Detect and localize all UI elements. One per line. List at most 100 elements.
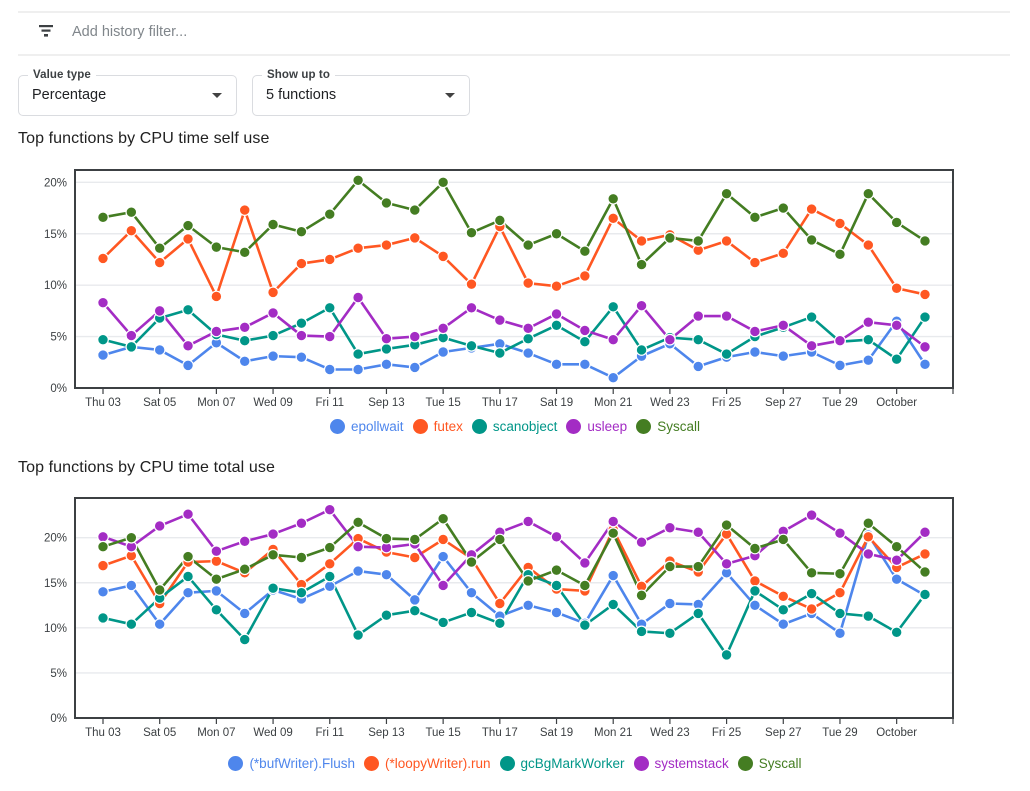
data-point[interactable] bbox=[97, 333, 109, 346]
data-point[interactable] bbox=[267, 582, 279, 595]
data-point[interactable] bbox=[97, 585, 109, 598]
data-point[interactable] bbox=[805, 311, 818, 323]
data-point[interactable] bbox=[267, 307, 279, 319]
data-point[interactable] bbox=[437, 616, 450, 629]
data-point[interactable] bbox=[97, 559, 109, 572]
data-point[interactable] bbox=[323, 301, 336, 314]
data-point[interactable] bbox=[437, 579, 450, 592]
data-point[interactable] bbox=[267, 548, 279, 561]
data-point[interactable] bbox=[182, 303, 194, 316]
data-point[interactable] bbox=[607, 598, 620, 611]
data-point[interactable] bbox=[720, 648, 733, 661]
data-point[interactable] bbox=[550, 579, 563, 592]
data-point[interactable] bbox=[238, 321, 251, 334]
data-point[interactable] bbox=[720, 519, 733, 531]
data-point[interactable] bbox=[890, 626, 903, 639]
data-point[interactable] bbox=[550, 358, 563, 371]
data-point[interactable] bbox=[805, 603, 818, 615]
data-point[interactable] bbox=[834, 527, 846, 540]
data-point[interactable] bbox=[437, 346, 450, 358]
legend-item-syscall[interactable]: Syscall bbox=[636, 418, 700, 434]
data-point[interactable] bbox=[323, 363, 336, 376]
data-point[interactable] bbox=[550, 530, 563, 543]
data-point[interactable] bbox=[465, 556, 478, 568]
data-point[interactable] bbox=[805, 339, 818, 352]
data-point[interactable] bbox=[465, 278, 478, 291]
data-point[interactable] bbox=[919, 340, 931, 353]
data-point[interactable] bbox=[493, 347, 506, 359]
data-point[interactable] bbox=[238, 607, 251, 620]
data-point[interactable] bbox=[437, 322, 450, 335]
data-point[interactable] bbox=[890, 554, 903, 567]
data-point[interactable] bbox=[834, 607, 846, 620]
data-point[interactable] bbox=[465, 339, 478, 352]
data-point[interactable] bbox=[267, 329, 279, 342]
data-point[interactable] bbox=[125, 579, 138, 592]
data-point[interactable] bbox=[238, 355, 251, 368]
data-point[interactable] bbox=[295, 317, 308, 330]
legend-item-gcbgmarkworker[interactable]: gcBgMarkWorker bbox=[499, 755, 625, 771]
data-point[interactable] bbox=[522, 347, 535, 359]
legend-item-systemstack[interactable]: systemstack bbox=[633, 755, 729, 771]
data-point[interactable] bbox=[295, 351, 308, 364]
data-point[interactable] bbox=[862, 610, 875, 623]
data-point[interactable] bbox=[720, 187, 733, 200]
data-point[interactable] bbox=[692, 607, 705, 620]
data-point[interactable] bbox=[210, 603, 223, 616]
data-point[interactable] bbox=[238, 246, 251, 259]
data-point[interactable] bbox=[692, 235, 705, 247]
data-point[interactable] bbox=[834, 248, 846, 261]
data-point[interactable] bbox=[465, 606, 478, 619]
data-point[interactable] bbox=[323, 253, 336, 266]
data-point[interactable] bbox=[465, 301, 478, 314]
data-point[interactable] bbox=[607, 333, 620, 346]
data-point[interactable] bbox=[153, 304, 166, 317]
data-point[interactable] bbox=[663, 333, 676, 346]
data-point[interactable] bbox=[890, 282, 903, 295]
data-point[interactable] bbox=[238, 563, 251, 576]
data-point[interactable] bbox=[437, 533, 450, 546]
data-point[interactable] bbox=[238, 633, 251, 646]
data-point[interactable] bbox=[607, 192, 620, 205]
data-point[interactable] bbox=[352, 629, 365, 641]
data-point[interactable] bbox=[352, 516, 365, 529]
data-point[interactable] bbox=[295, 586, 308, 599]
data-point[interactable] bbox=[210, 573, 223, 586]
data-point[interactable] bbox=[437, 512, 450, 525]
data-point[interactable] bbox=[862, 333, 875, 346]
data-point[interactable] bbox=[720, 310, 733, 322]
data-point[interactable] bbox=[352, 174, 365, 187]
data-point[interactable] bbox=[210, 584, 223, 597]
legend-item-scanobject[interactable]: scanobject bbox=[471, 418, 557, 434]
data-point[interactable] bbox=[749, 599, 761, 612]
data-point[interactable] bbox=[749, 584, 761, 597]
data-point[interactable] bbox=[862, 517, 875, 530]
data-point[interactable] bbox=[777, 533, 790, 546]
data-point[interactable] bbox=[408, 231, 421, 244]
data-point[interactable] bbox=[380, 343, 393, 355]
data-point[interactable] bbox=[550, 227, 563, 240]
data-point[interactable] bbox=[777, 247, 790, 260]
data-point[interactable] bbox=[153, 618, 166, 631]
data-point[interactable] bbox=[890, 319, 903, 332]
data-point[interactable] bbox=[408, 604, 421, 617]
data-point[interactable] bbox=[749, 256, 761, 269]
data-point[interactable] bbox=[749, 211, 761, 224]
data-point[interactable] bbox=[919, 288, 931, 301]
data-point[interactable] bbox=[635, 344, 648, 356]
data-point[interactable] bbox=[578, 270, 591, 282]
data-point[interactable] bbox=[522, 322, 535, 335]
data-point[interactable] bbox=[749, 346, 761, 358]
data-point[interactable] bbox=[919, 548, 931, 560]
data-point[interactable] bbox=[125, 206, 138, 219]
data-point[interactable] bbox=[635, 235, 648, 247]
data-point[interactable] bbox=[834, 359, 846, 372]
data-point[interactable] bbox=[408, 330, 421, 343]
data-point[interactable] bbox=[919, 358, 931, 371]
data-point[interactable] bbox=[607, 527, 620, 540]
data-point[interactable] bbox=[919, 526, 931, 539]
data-point[interactable] bbox=[210, 545, 223, 558]
data-point[interactable] bbox=[182, 359, 194, 372]
data-point[interactable] bbox=[805, 587, 818, 600]
data-point[interactable] bbox=[97, 540, 109, 553]
